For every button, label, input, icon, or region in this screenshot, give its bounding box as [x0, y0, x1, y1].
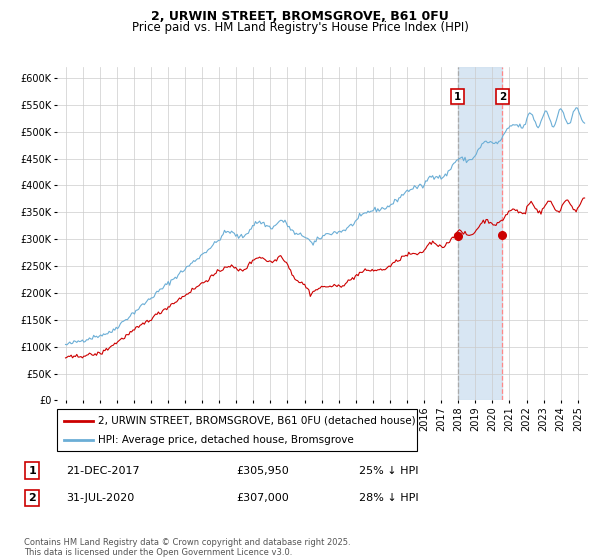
Text: 2: 2	[499, 92, 506, 102]
Text: HPI: Average price, detached house, Bromsgrove: HPI: Average price, detached house, Brom…	[98, 435, 354, 445]
Text: £305,950: £305,950	[236, 465, 289, 475]
Text: 28% ↓ HPI: 28% ↓ HPI	[359, 493, 418, 503]
Text: 21-DEC-2017: 21-DEC-2017	[66, 465, 139, 475]
Text: 1: 1	[28, 465, 36, 475]
Text: Price paid vs. HM Land Registry's House Price Index (HPI): Price paid vs. HM Land Registry's House …	[131, 21, 469, 34]
Text: 2, URWIN STREET, BROMSGROVE, B61 0FU: 2, URWIN STREET, BROMSGROVE, B61 0FU	[151, 10, 449, 23]
Bar	[458, 67, 502, 400]
Text: 2, URWIN STREET, BROMSGROVE, B61 0FU (detached house): 2, URWIN STREET, BROMSGROVE, B61 0FU (de…	[98, 416, 416, 426]
Text: 31-JUL-2020: 31-JUL-2020	[66, 493, 134, 503]
Text: 1: 1	[454, 92, 461, 102]
Text: Contains HM Land Registry data © Crown copyright and database right 2025.
This d: Contains HM Land Registry data © Crown c…	[24, 538, 350, 557]
Text: 25% ↓ HPI: 25% ↓ HPI	[359, 465, 418, 475]
Text: 2: 2	[28, 493, 36, 503]
Text: £307,000: £307,000	[236, 493, 289, 503]
